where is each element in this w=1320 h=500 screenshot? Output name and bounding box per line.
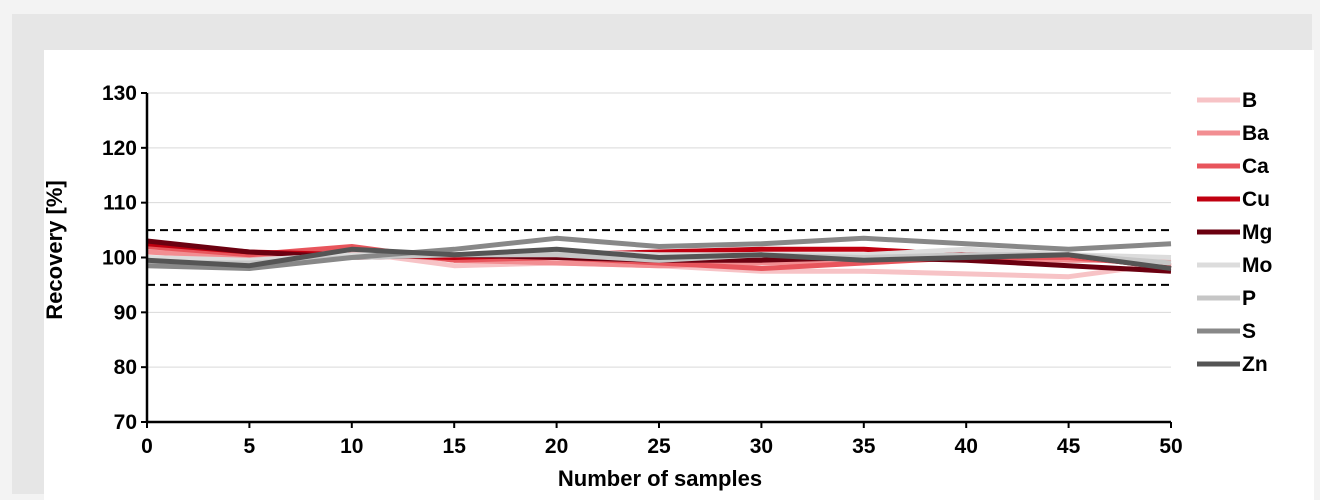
y-tick-label: 120 — [102, 137, 137, 160]
x-tick-label: 10 — [340, 435, 363, 458]
legend-label: Mo — [1242, 254, 1272, 277]
recovery-line-chart: 70 80 90 100 110 120 130 0 5 10 15 20 25 30 35 40 45 50 R… — [44, 82, 1272, 491]
y-tick-label: 70 — [114, 411, 137, 434]
legend-label: Ca — [1242, 155, 1269, 178]
legend-label: P — [1242, 287, 1256, 310]
series-line-s — [146, 235, 1172, 271]
x-tick-label: 5 — [244, 435, 256, 458]
x-tick-label: 20 — [545, 435, 568, 458]
reference-lines — [147, 229, 1171, 286]
tick-labels: 70 80 90 100 110 120 130 0 5 10 15 20 25 30 35 40 45 50 — [102, 82, 1183, 458]
legend: B Ba Ca Cu Mg Mo PS Zn — [1197, 89, 1272, 376]
legend-label: S — [1242, 320, 1256, 343]
y-tick-label: 80 — [114, 356, 137, 379]
x-tick-label: 15 — [443, 435, 467, 458]
y-tick-label: 100 — [102, 247, 137, 270]
series-lines — [146, 235, 1172, 280]
axes — [141, 92, 1172, 428]
y-tick-label: 130 — [102, 82, 137, 105]
legend-label: B — [1242, 89, 1257, 112]
x-tick-label: 25 — [647, 435, 671, 458]
y-axis-label: Recovery [%] — [44, 180, 67, 319]
x-tick-label: 30 — [750, 435, 773, 458]
figure-frame: 70 80 90 100 110 120 130 0 5 10 15 20 25 30 35 40 45 50 R… — [12, 14, 1314, 500]
x-tick-label: 45 — [1057, 435, 1081, 458]
legend-label: Ba — [1242, 122, 1269, 145]
x-tick-label: 0 — [141, 435, 153, 458]
x-tick-label: 50 — [1159, 435, 1182, 458]
x-tick-label: 35 — [852, 435, 876, 458]
legend-label: Cu — [1242, 188, 1270, 211]
series-line-zn — [146, 246, 1172, 271]
legend-label: Mg — [1242, 221, 1272, 244]
legend-label: Zn — [1242, 353, 1268, 376]
y-tick-label: 90 — [114, 301, 137, 324]
x-tick-label: 40 — [955, 435, 978, 458]
chart-panel: 70 80 90 100 110 120 130 0 5 10 15 20 25 30 35 40 45 50 R… — [44, 50, 1314, 500]
y-tick-label: 110 — [103, 192, 137, 215]
